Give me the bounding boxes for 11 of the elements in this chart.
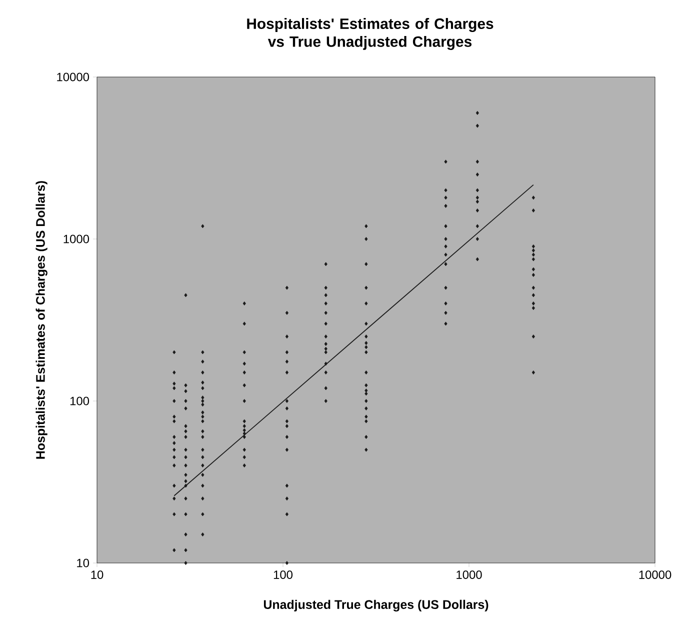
x-tick-label: 10 (91, 570, 104, 579)
y-tick-label: 1000 (64, 234, 90, 244)
y-tick-label: 10000 (57, 72, 90, 82)
x-tick-label: 1000 (456, 570, 482, 579)
chart-title: Hospitalists' Estimates of Charges vs True Unadjusted Charges (247, 18, 494, 50)
y-tick-label: 10 (77, 558, 90, 568)
y-axis-title: Hospitalists' Estimates of Charges (US Dollars) (36, 181, 48, 459)
y-tick-label: 100 (70, 396, 90, 406)
x-axis-title: Unadjusted True Charges (US Dollars) (264, 600, 488, 612)
x-tick-label: 10000 (639, 570, 672, 579)
x-tick-label: 100 (274, 570, 293, 579)
